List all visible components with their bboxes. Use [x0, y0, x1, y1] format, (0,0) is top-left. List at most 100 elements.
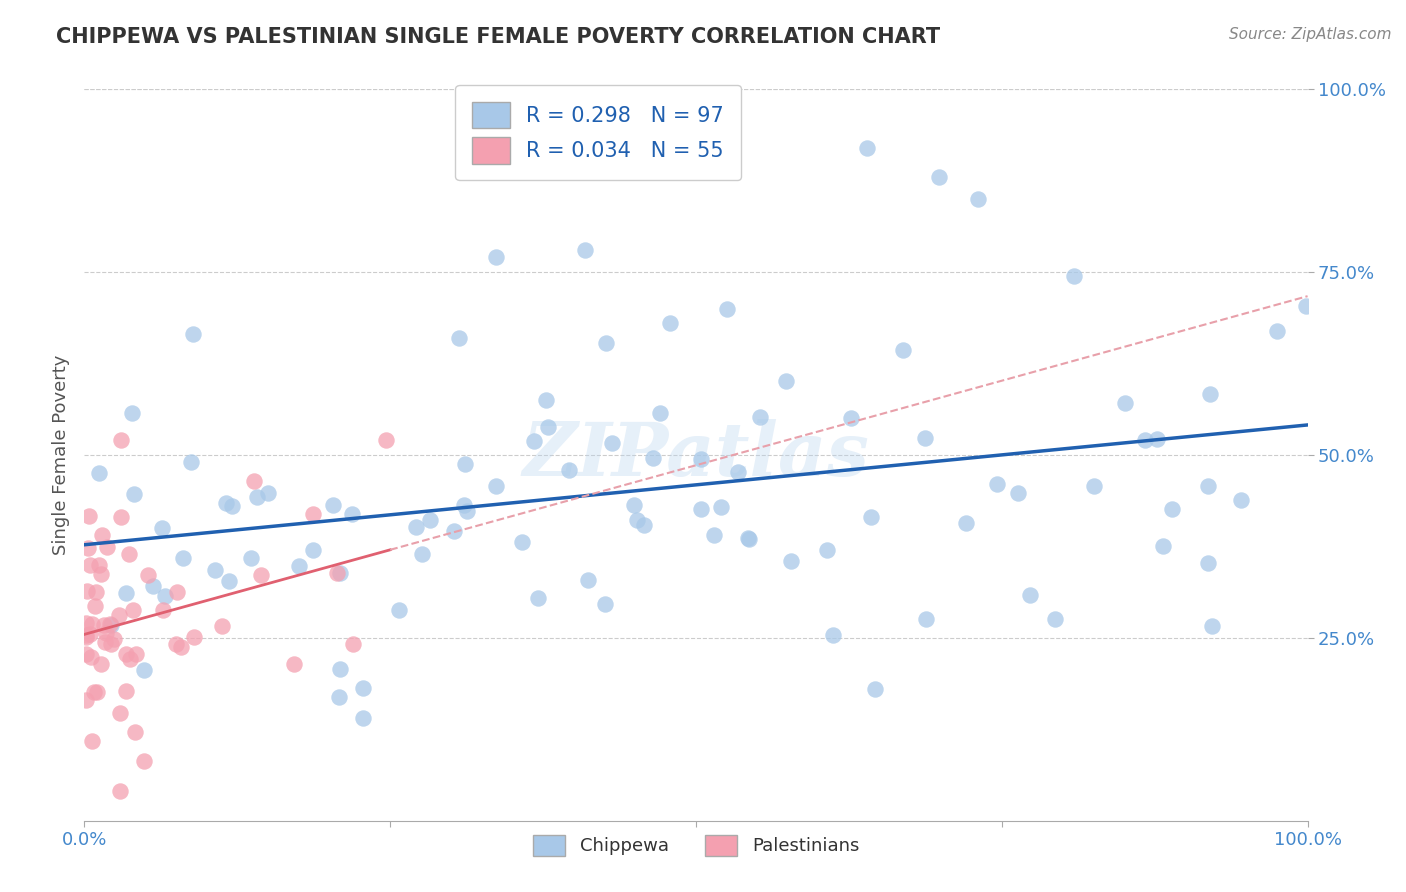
- Point: [180, 454, 202, 468]
- Point: [329, 662, 352, 676]
- Point: [623, 498, 645, 512]
- Point: [121, 603, 143, 617]
- Point: [134, 663, 156, 677]
- Point: [1160, 502, 1182, 516]
- Point: [89, 558, 111, 572]
- Point: [77, 541, 100, 556]
- Point: [737, 531, 759, 545]
- Point: [689, 452, 711, 467]
- Y-axis label: Single Female Poverty: Single Female Poverty: [52, 355, 70, 555]
- Point: [87, 466, 110, 480]
- Point: [329, 566, 352, 580]
- Point: [84, 584, 107, 599]
- Point: [419, 513, 441, 527]
- Point: [1152, 539, 1174, 553]
- Point: [914, 612, 936, 626]
- Point: [165, 637, 187, 651]
- Legend: Chippewa, Palestinians: Chippewa, Palestinians: [526, 828, 866, 863]
- Point: [302, 543, 325, 558]
- Point: [966, 192, 988, 206]
- Point: [79, 558, 101, 572]
- Point: [108, 608, 131, 623]
- Point: [80, 617, 103, 632]
- Point: [326, 566, 349, 581]
- Point: [142, 579, 165, 593]
- Point: [986, 477, 1008, 491]
- Point: [405, 520, 427, 534]
- Point: [322, 498, 344, 512]
- Point: [93, 617, 115, 632]
- Point: [80, 733, 103, 747]
- Point: [136, 568, 159, 582]
- Point: [659, 316, 682, 330]
- Point: [90, 657, 112, 671]
- Point: [1197, 478, 1219, 492]
- Point: [91, 528, 114, 542]
- Point: [523, 434, 546, 449]
- Point: [526, 591, 548, 605]
- Point: [955, 516, 977, 531]
- Point: [302, 507, 325, 521]
- Point: [110, 434, 132, 448]
- Point: [1133, 433, 1156, 447]
- Point: [76, 584, 98, 599]
- Point: [914, 431, 936, 445]
- Point: [748, 409, 770, 424]
- Point: [96, 540, 118, 554]
- Point: [84, 599, 107, 613]
- Point: [856, 141, 879, 155]
- Point: [352, 681, 374, 695]
- Point: [183, 630, 205, 644]
- Point: [388, 603, 411, 617]
- Point: [134, 754, 156, 768]
- Point: [443, 524, 465, 538]
- Point: [83, 685, 105, 699]
- Point: [124, 725, 146, 739]
- Point: [80, 650, 103, 665]
- Point: [775, 374, 797, 388]
- Point: [246, 490, 269, 504]
- Text: ZIPatlas: ZIPatlas: [523, 418, 869, 491]
- Point: [243, 474, 266, 488]
- Point: [90, 567, 112, 582]
- Point: [690, 502, 713, 516]
- Point: [411, 547, 433, 561]
- Point: [454, 457, 477, 471]
- Point: [328, 690, 350, 704]
- Point: [353, 711, 375, 725]
- Point: [839, 410, 862, 425]
- Point: [218, 574, 240, 588]
- Point: [558, 463, 581, 477]
- Point: [485, 251, 508, 265]
- Point: [536, 393, 558, 408]
- Point: [211, 619, 233, 633]
- Point: [641, 450, 664, 465]
- Point: [122, 487, 145, 501]
- Point: [633, 517, 655, 532]
- Point: [1019, 588, 1042, 602]
- Text: CHIPPEWA VS PALESTINIAN SINGLE FEMALE POVERTY CORRELATION CHART: CHIPPEWA VS PALESTINIAN SINGLE FEMALE PO…: [56, 27, 941, 46]
- Point: [510, 535, 533, 549]
- Point: [75, 630, 97, 644]
- Point: [75, 648, 97, 662]
- Point: [453, 498, 475, 512]
- Point: [75, 628, 97, 642]
- Point: [240, 551, 263, 566]
- Point: [340, 507, 363, 521]
- Point: [152, 521, 174, 535]
- Point: [595, 335, 617, 350]
- Point: [374, 434, 396, 448]
- Point: [155, 589, 177, 603]
- Point: [891, 343, 914, 358]
- Point: [170, 640, 193, 654]
- Point: [221, 499, 243, 513]
- Point: [118, 547, 141, 561]
- Point: [447, 331, 470, 345]
- Point: [257, 486, 280, 500]
- Point: [456, 504, 478, 518]
- Point: [593, 597, 616, 611]
- Point: [75, 615, 97, 630]
- Point: [578, 573, 600, 587]
- Point: [574, 243, 596, 257]
- Point: [815, 542, 838, 557]
